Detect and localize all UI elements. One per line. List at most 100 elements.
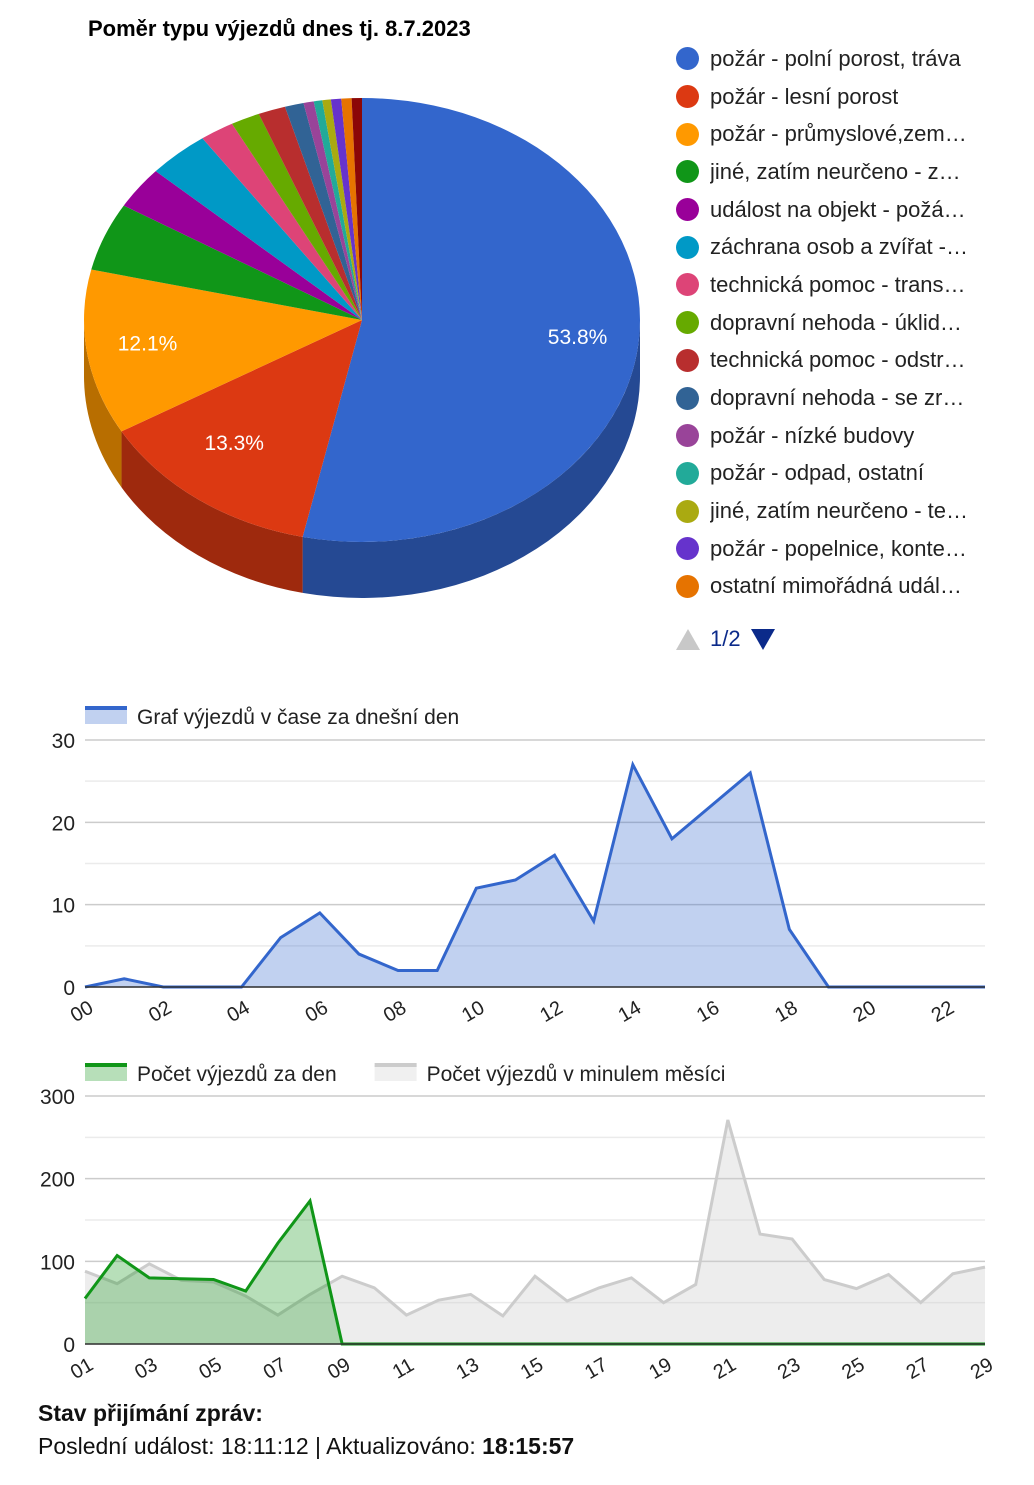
pie-slice-1[interactable] — [121, 320, 363, 537]
pie-slice-side-1 — [121, 431, 303, 593]
daily-area-chart: 0 100 200 300 01 03 05 07 09 11 13 15 17 19 21 23 25 27 29… — [40, 1063, 997, 1384]
pie-slice-label-2: 12.1% — [118, 332, 178, 355]
legend-swatch — [676, 273, 699, 297]
legend-label: požár - lesní porost — [710, 83, 899, 109]
pie-slice-7[interactable] — [231, 113, 362, 320]
x-tick-label: 29 — [967, 1354, 997, 1384]
x-tick-label: 17 — [581, 1354, 611, 1384]
y-tick-label: 0 — [63, 1334, 75, 1357]
pie-slice-label-1: 13.3% — [204, 432, 264, 455]
legend-item[interactable]: technická pomoc - trans… — [676, 266, 1016, 304]
x-tick-label: 07 — [260, 1354, 290, 1384]
x-tick-label: 02 — [145, 997, 175, 1027]
series-line[interactable] — [84, 1119, 986, 1318]
pie-slice-label-0: 53.8% — [548, 326, 608, 349]
pie-slice-13[interactable] — [330, 98, 362, 321]
area-fill — [85, 1200, 985, 1344]
legend-item[interactable]: požár - průmyslové,zem… — [676, 115, 1016, 153]
legend-label: událost na objekt - požá… — [710, 196, 966, 222]
x-tick-label: 14 — [615, 997, 645, 1027]
status-panel: Stav přijímání zpráv: Poslední událost: … — [38, 1400, 574, 1460]
pie-slice-6[interactable] — [202, 123, 362, 320]
legend-swatch — [374, 1065, 417, 1081]
legend-label: jiné, zatím neurčeno - te… — [710, 498, 969, 524]
status-last-event: Poslední událost: 18:11:12 | Aktualizová… — [38, 1433, 483, 1459]
legend-label: požár - popelnice, konte… — [710, 535, 967, 561]
legend-item[interactable]: požár - odpad, ostatní — [676, 455, 1016, 493]
legend-label: požár - odpad, ostatní — [710, 460, 925, 486]
legend-item[interactable]: jiné, zatím neurčeno - te… — [676, 492, 1016, 530]
pie-legend: požár - polní porost, tráva požár - lesní… — [676, 40, 1016, 605]
x-tick-label: 11 — [389, 1354, 418, 1383]
x-tick-label: 10 — [458, 997, 488, 1027]
pie-slice-11[interactable] — [313, 100, 362, 320]
legend-item[interactable]: požár - polní porost, tráva — [676, 40, 1016, 78]
legend-label: technická pomoc - odstr… — [710, 347, 966, 373]
legend-swatch — [676, 47, 699, 71]
pie-slice-8[interactable] — [258, 106, 362, 320]
pie-slice-15[interactable] — [351, 98, 362, 320]
legend-label: jiné, zatím neurčeno - z… — [710, 158, 961, 184]
legend-item[interactable]: požár - nízké budovy — [676, 417, 1016, 455]
legend-label: ostatní mimořádná udál… — [710, 573, 962, 599]
y-tick-label: 200 — [40, 1169, 75, 1192]
legend-swatch — [676, 311, 699, 335]
x-tick-label: 12 — [536, 997, 566, 1027]
chart-legend-label[interactable]: Počet výjezdů v minulem měsíci — [427, 1063, 726, 1086]
x-tick-label: 00 — [67, 997, 97, 1027]
pie-slice-14[interactable] — [341, 98, 362, 321]
legend-label: požár - nízké budovy — [710, 422, 915, 448]
hourly-area-chart: 0 10 20 30 00 02 04 06 08 10 12 14 16 18 20 22 Graf výje… — [52, 706, 985, 1027]
y-tick-label: 100 — [40, 1251, 75, 1274]
legend-swatch — [85, 1065, 127, 1081]
area-fill — [85, 1119, 985, 1344]
y-tick-label: 10 — [52, 895, 75, 918]
pie-slice-4[interactable] — [123, 171, 363, 320]
area-fill — [85, 764, 985, 987]
legend-item[interactable]: dopravní nehoda - se zr… — [676, 379, 1016, 417]
legend-swatch — [676, 424, 699, 448]
x-tick-label: 19 — [645, 1354, 675, 1384]
x-tick-label: 27 — [903, 1354, 933, 1384]
legend-item[interactable]: požár - lesní porost — [676, 78, 1016, 116]
pager-next-icon[interactable] — [750, 628, 775, 650]
legend-item[interactable]: ostatní mimořádná udál… — [676, 568, 1016, 606]
legend-item[interactable]: záchrana osob a zvířat -… — [676, 228, 1016, 266]
pie-slice-10[interactable] — [303, 101, 362, 320]
chart-legend-label[interactable]: Počet výjezdů za den — [137, 1063, 337, 1086]
pie-slice-12[interactable] — [322, 99, 362, 321]
x-tick-label: 04 — [223, 997, 253, 1027]
legend-label: záchrana osob a zvířat -… — [710, 234, 969, 260]
legend-swatch — [676, 499, 699, 523]
legend-item[interactable]: dopravní nehoda - úklid… — [676, 304, 1016, 342]
legend-item[interactable]: událost na objekt - požá… — [676, 191, 1016, 229]
x-tick-label: 01 — [67, 1354, 97, 1384]
legend-label: požár - polní porost, tráva — [710, 45, 961, 71]
x-tick-label: 25 — [838, 1354, 868, 1384]
legend-swatch — [676, 85, 699, 109]
status-title: Stav přijímání zpráv: — [38, 1400, 263, 1426]
status-updated-time: 18:15:57 — [482, 1433, 575, 1459]
legend-label: dopravní nehoda - úklid… — [710, 309, 962, 335]
legend-item[interactable]: požár - popelnice, konte… — [676, 530, 1016, 568]
legend-item[interactable]: technická pomoc - odstr… — [676, 342, 1016, 380]
status-line: Poslední událost: 18:11:12 | Aktualizová… — [38, 1433, 574, 1460]
legend-item[interactable]: jiné, zatím neurčeno - z… — [676, 153, 1016, 191]
pie-slice-9[interactable] — [284, 102, 362, 320]
legend-swatch — [676, 235, 699, 259]
pie-slice-side-2 — [84, 320, 122, 488]
pie-slice-3[interactable] — [91, 205, 363, 320]
pie-slice-2[interactable] — [84, 269, 362, 432]
legend-swatch — [676, 348, 699, 372]
legend-swatch — [676, 122, 699, 146]
y-tick-label: 20 — [52, 812, 75, 835]
y-tick-label: 0 — [63, 977, 75, 1000]
pie-slice-5[interactable] — [155, 138, 362, 320]
y-tick-label: 30 — [52, 730, 75, 753]
pie-slice-0[interactable] — [302, 98, 641, 542]
chart-legend-label[interactable]: Graf výjezdů v čase za dnešní den — [137, 706, 459, 729]
legend-swatch — [676, 160, 699, 184]
legend-swatch — [676, 198, 699, 222]
x-tick-label: 21 — [710, 1354, 740, 1384]
pager-prev-icon[interactable] — [676, 628, 700, 650]
